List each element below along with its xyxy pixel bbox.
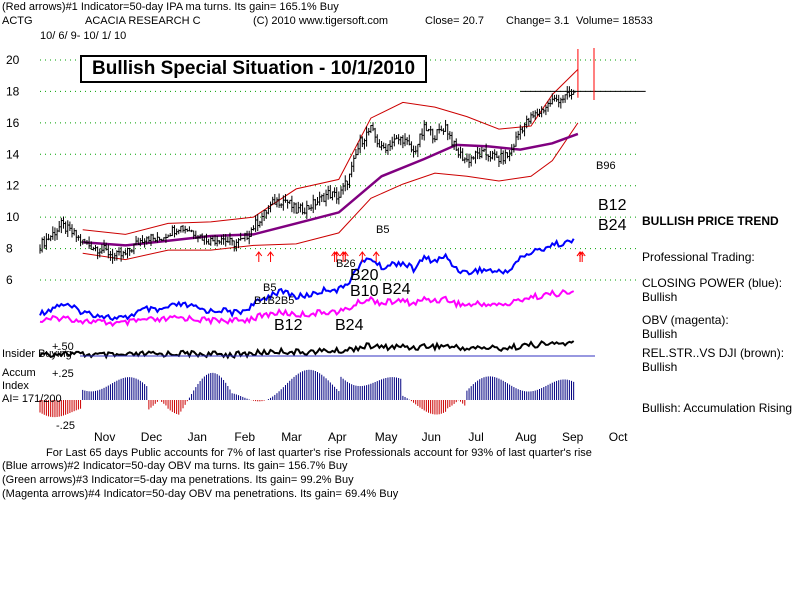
signal-b20: B20: [350, 267, 379, 284]
signal-b12-low: B12: [274, 317, 303, 334]
month-label: Sep: [562, 430, 584, 444]
month-label: Jan: [188, 430, 207, 444]
ticker: ACTG: [2, 15, 33, 27]
signal-arrow: [372, 251, 380, 262]
footer-indicator-4: (Magenta arrows)#4 Indicator=50-day OBV …: [2, 488, 399, 500]
month-label: Dec: [141, 430, 162, 444]
lower-band: [82, 122, 579, 261]
month-label: Nov: [94, 430, 115, 444]
index-label: Index: [2, 380, 29, 392]
closing-power-label: CLOSING POWER (blue):: [642, 276, 783, 290]
y-axis-ticks: 6 8 10 12 14 16 18 20: [6, 53, 20, 287]
signal-b5-mid: B5: [263, 282, 277, 294]
header-indicator-1: (Red arrows)#1 Indicator=50-day IPA ma t…: [2, 1, 339, 13]
month-label: Feb: [234, 430, 255, 444]
ma50-line: [82, 132, 579, 247]
y-tick-label: 8: [6, 242, 13, 256]
footer-indicator-2: (Blue arrows)#2 Indicator=50-day OBV ma …: [2, 460, 348, 472]
company-name: ACACIA RESEARCH C: [85, 15, 201, 27]
y-tick-label: 14: [6, 147, 20, 161]
obv-label: OBV (magenta):: [642, 313, 729, 327]
change-value: Change= 3.1: [506, 15, 570, 27]
closing-power-path: [39, 238, 575, 322]
signal-b96-right: B96: [596, 160, 616, 172]
ma50-path: [82, 132, 579, 247]
accum-tick-neg25: -.25: [56, 420, 75, 432]
y-tick-label: 10: [6, 210, 20, 224]
signal-arrows: [255, 48, 595, 262]
signal-arrow: [339, 251, 347, 262]
closing-power-line: [39, 238, 575, 322]
signal-b5-main: B5: [376, 224, 390, 236]
signal-arrow: [333, 251, 341, 262]
month-label: Oct: [609, 430, 628, 444]
volume-value: Volume= 18533: [576, 15, 653, 27]
obv-path: [39, 288, 575, 328]
y-tick-label: 18: [6, 84, 20, 98]
footer-public-professional: For Last 65 days Public accounts for 7% …: [46, 447, 592, 459]
signal-arrow: [358, 251, 366, 262]
relative-strength-line: [39, 340, 575, 360]
signal-arrow: [267, 251, 274, 262]
y-tick-label: 6: [6, 273, 13, 287]
x-axis-months: Nov Dec Jan Feb Mar Apr May Jun Jul Aug Sep Oct: [94, 430, 628, 444]
rel-str-path: [39, 340, 575, 360]
price-gridlines: [40, 59, 640, 281]
chart-title-box: Bullish Special Situation - 10/1/2010: [80, 55, 428, 83]
y-tick-label: 12: [6, 179, 20, 193]
signal-b26-top: B26: [336, 258, 356, 270]
y-tick-label: 20: [6, 53, 20, 67]
signal-b1b2b5: B1B2B5: [254, 295, 295, 307]
signal-b24-mid: B24: [382, 281, 411, 298]
month-label: Apr: [328, 430, 347, 444]
accum-tick-25: +.25: [52, 368, 74, 380]
signal-arrow: [255, 251, 263, 262]
signal-b10: B10: [350, 283, 379, 300]
relstr-value: Bullish: [642, 360, 678, 374]
y-tick-label: 16: [6, 116, 20, 130]
ai-value: AI= 171/200: [2, 393, 62, 405]
month-label: Aug: [515, 430, 536, 444]
copyright: (C) 2010 www.tigersoft.com: [253, 15, 389, 27]
accumulation-index: [39, 355, 595, 418]
obv-value: Bullish: [642, 327, 678, 341]
signal-b12-right: B12: [598, 197, 627, 214]
date-range: 10/ 6/ 9- 10/ 1/ 10: [40, 30, 127, 42]
closing-power-value: Bullish: [642, 290, 678, 304]
accum-rising-label: Bullish: Accumulation Rising: [642, 401, 793, 415]
insider-buying-label: Insider Buying: [2, 348, 72, 360]
signal-b24-right: B24: [598, 217, 627, 234]
bullish-price-trend: BULLISH PRICE TREND: [642, 214, 779, 228]
month-label: Jul: [468, 430, 483, 444]
signal-b24-low: B24: [335, 317, 364, 334]
obv-line: [39, 288, 575, 328]
signal-arrow: [578, 251, 586, 262]
month-label: Jun: [422, 430, 441, 444]
footer-indicator-3: (Green arrows)#3 Indicator=5-day ma pene…: [2, 474, 354, 486]
accum-tick-50: +.50: [52, 341, 74, 353]
price-bars: [39, 49, 579, 264]
accum-label: Accum: [2, 367, 36, 379]
professional-trading-label: Professional Trading:: [642, 250, 755, 264]
month-label: May: [375, 430, 398, 444]
month-label: Mar: [281, 430, 302, 444]
close-value: Close= 20.7: [425, 15, 485, 27]
relstr-label: REL.STR..VS DJI (brown):: [642, 346, 785, 360]
